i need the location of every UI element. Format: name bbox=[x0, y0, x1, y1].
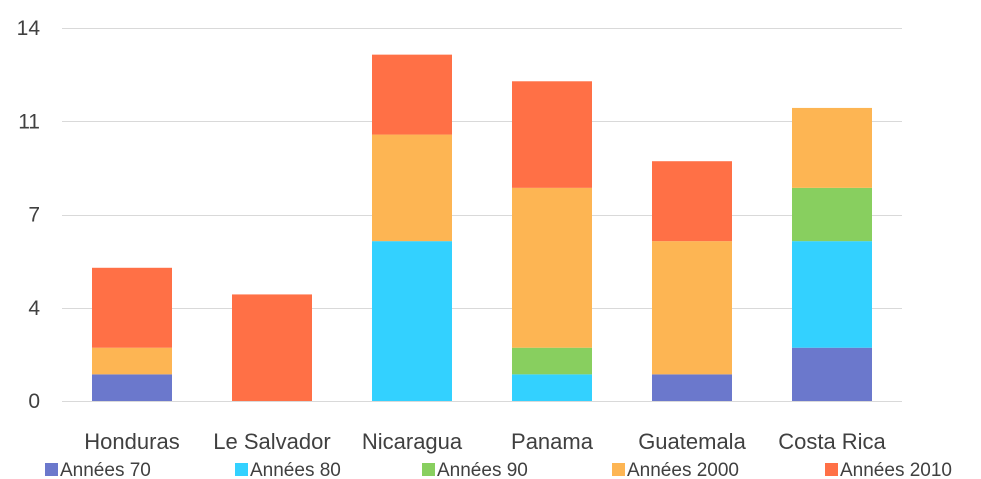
x-category-label: Guatemala bbox=[638, 429, 746, 454]
bar-segment bbox=[92, 374, 172, 401]
bars bbox=[92, 54, 872, 401]
bar-segment bbox=[372, 134, 452, 242]
legend: Années 70 Années 80 Années 90 Années 2000 An… bbox=[45, 460, 952, 479]
x-category-label: Honduras bbox=[84, 429, 179, 454]
bar-segment bbox=[512, 81, 592, 188]
y-tick-label: 14 bbox=[17, 17, 41, 40]
legend-swatch bbox=[825, 463, 838, 476]
bar-segment bbox=[652, 241, 732, 375]
bar-segment bbox=[652, 374, 732, 401]
y-tick-label: 0 bbox=[28, 390, 40, 413]
bar-segment bbox=[792, 347, 872, 401]
x-category-label: Panama bbox=[511, 429, 594, 454]
y-tick-label: 4 bbox=[28, 297, 40, 320]
bar-segment bbox=[792, 241, 872, 348]
legend-swatch bbox=[612, 463, 625, 476]
bar-segment bbox=[792, 187, 872, 242]
legend-label: Années 2000 bbox=[627, 460, 739, 479]
x-category-label: Costa Rica bbox=[778, 429, 886, 454]
bar-segment bbox=[92, 267, 172, 348]
legend-swatch bbox=[45, 463, 58, 476]
legend-label: Années 70 bbox=[60, 460, 151, 479]
y-axis: 0 4 7 11 14 bbox=[17, 17, 41, 413]
bar-segment bbox=[512, 374, 592, 401]
y-tick-label: 11 bbox=[18, 110, 40, 133]
legend-label: Années 80 bbox=[250, 460, 341, 479]
bar-segment bbox=[792, 107, 872, 188]
bar-segment bbox=[232, 294, 312, 401]
bar-segment bbox=[372, 54, 452, 135]
y-tick-label: 7 bbox=[28, 204, 40, 227]
bar-segment bbox=[512, 347, 592, 375]
bar-segment bbox=[652, 161, 732, 242]
legend-swatch bbox=[235, 463, 248, 476]
bar-segment bbox=[512, 187, 592, 348]
x-category-label: Le Salvador bbox=[213, 429, 330, 454]
legend-swatch bbox=[422, 463, 435, 476]
bar-segment bbox=[92, 347, 172, 375]
bar-segment bbox=[372, 241, 452, 401]
gridlines bbox=[62, 28, 902, 402]
legend-label: Années 90 bbox=[437, 460, 528, 479]
x-axis: Honduras Le Salvador Nicaragua Panama Guatem… bbox=[84, 429, 886, 454]
x-category-label: Nicaragua bbox=[362, 429, 463, 454]
legend-label: Années 2010 bbox=[840, 460, 952, 479]
